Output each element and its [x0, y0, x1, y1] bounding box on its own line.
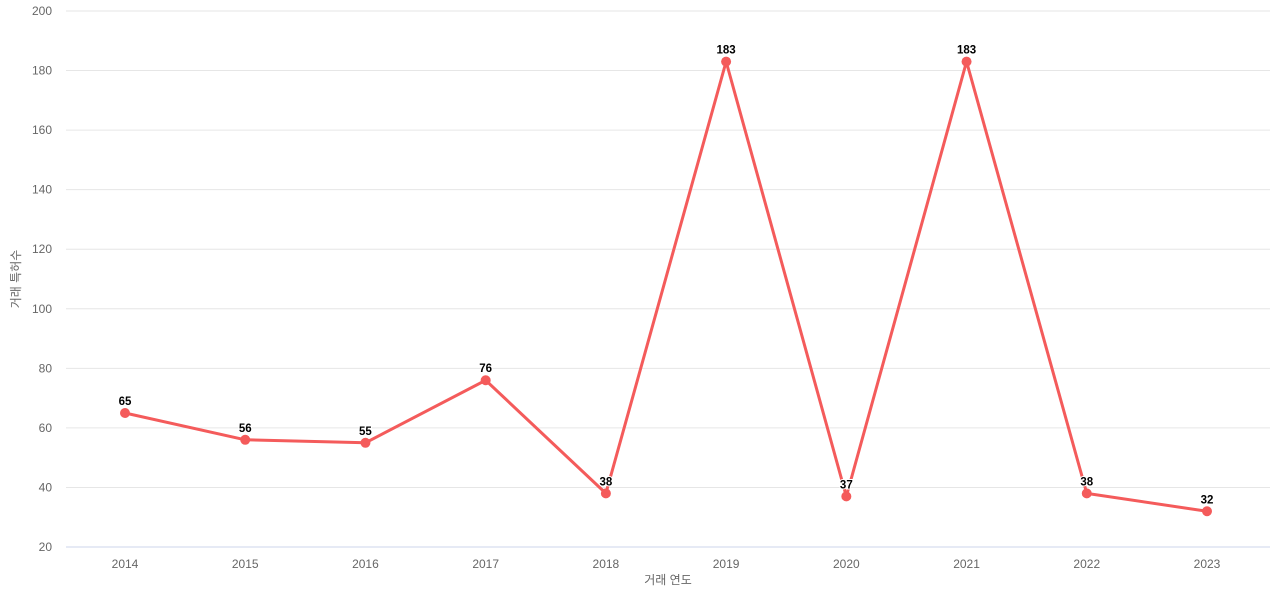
x-tick-label: 2021 — [953, 557, 980, 571]
y-tick-label: 140 — [32, 183, 52, 197]
data-label: 76 — [479, 363, 492, 375]
y-tick-label: 20 — [39, 540, 53, 554]
x-tick-label: 2014 — [112, 557, 139, 571]
x-tick-label: 2023 — [1194, 557, 1221, 571]
y-gridlines — [66, 10, 1270, 548]
x-tick-label: 2022 — [1073, 557, 1100, 571]
data-point[interactable] — [120, 408, 130, 418]
data-label: 65 — [119, 396, 132, 408]
data-label: 38 — [1080, 476, 1093, 488]
data-label: 37 — [840, 479, 853, 491]
y-tick-label: 60 — [39, 421, 53, 435]
y-tick-label: 160 — [32, 123, 52, 137]
x-tick-label: 2017 — [472, 557, 499, 571]
data-point[interactable] — [480, 375, 491, 386]
y-tick-label: 80 — [39, 361, 53, 375]
data-point[interactable] — [240, 434, 251, 445]
x-tick-label: 2019 — [713, 557, 740, 571]
data-label: 183 — [717, 45, 736, 57]
y-tick-label: 200 — [32, 4, 52, 18]
x-tick-label: 2018 — [593, 557, 620, 571]
y-tick-label: 180 — [32, 64, 52, 78]
data-point[interactable] — [961, 56, 972, 67]
y-tick-label: 120 — [32, 242, 52, 256]
y-axis-tick-labels: 20 40 60 80 100 120 140 160 180 200 — [32, 4, 52, 554]
x-tick-label: 2016 — [352, 557, 379, 571]
data-labels: 65 56 55 76 38 183 37 183 38 32 — [118, 44, 1215, 508]
data-point[interactable] — [600, 488, 611, 499]
series-line — [123, 60, 1209, 513]
series-markers — [120, 56, 1212, 517]
x-axis-tick-labels: 2014 2015 2016 2017 2018 2019 2020 2021 2022 2023 — [112, 557, 1221, 571]
data-label: 38 — [599, 476, 612, 488]
data-point[interactable] — [721, 56, 732, 67]
data-point[interactable] — [841, 491, 852, 502]
data-point[interactable] — [1081, 488, 1092, 499]
data-point[interactable] — [1202, 506, 1212, 517]
x-axis-title: 거래 연도 — [644, 573, 692, 587]
data-label: 55 — [359, 426, 372, 438]
data-label: 183 — [957, 45, 976, 57]
data-point[interactable] — [360, 437, 371, 448]
data-label: 32 — [1201, 494, 1214, 506]
x-tick-label: 2020 — [833, 557, 860, 571]
x-tick-label: 2015 — [232, 557, 259, 571]
y-tick-label: 40 — [39, 480, 53, 494]
y-tick-label: 100 — [32, 302, 52, 316]
data-label: 56 — [239, 423, 252, 435]
y-axis-title: 거래 특허수 — [9, 250, 23, 309]
series-path — [123, 60, 1209, 513]
